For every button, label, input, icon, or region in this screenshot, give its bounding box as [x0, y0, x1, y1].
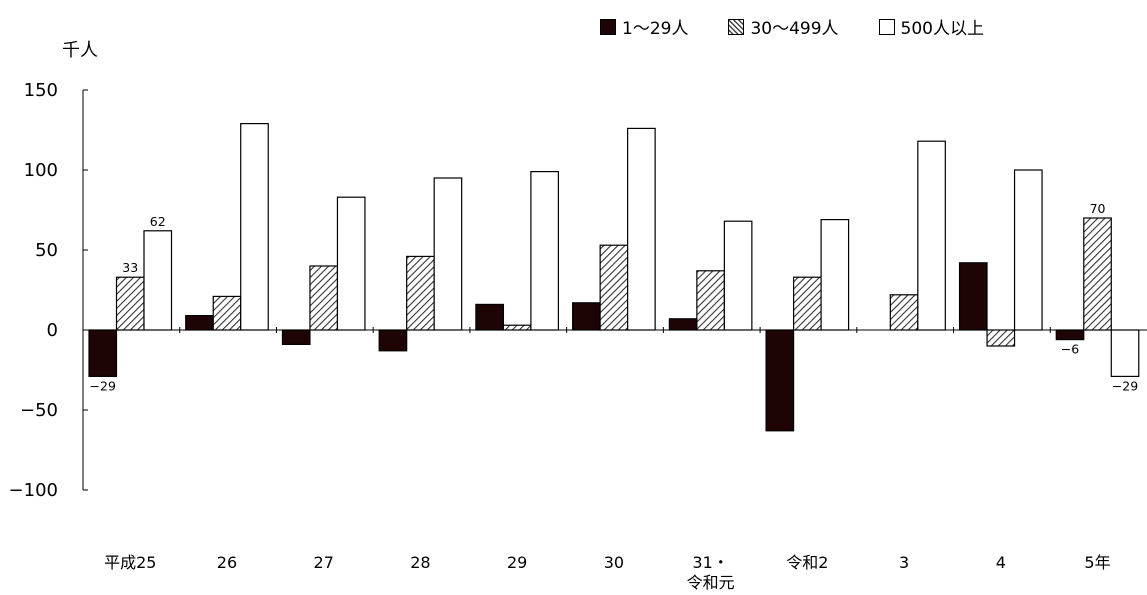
bar-s1-c9: [986, 329, 1016, 347]
legend-swatch-hatch: [728, 18, 745, 35]
bar-s1-c1: [212, 295, 242, 331]
x-tick-label-4: 29: [507, 553, 527, 572]
bar-s2-c9: [1013, 169, 1043, 331]
labels: 平成25 26 27 28 29 30 31・令和元 令和2 3 4 5年 −29 −6 33 70 62 −2…: [90, 201, 1139, 592]
bar-s1-c2: [309, 265, 339, 331]
y-tick-label-1: 100: [24, 160, 58, 181]
legend-item-medium: 30～499人: [728, 14, 839, 39]
data-label-s1-c0: 33: [122, 260, 138, 275]
legend-label-small: 1～29人: [622, 19, 689, 39]
bar-s2-c1: [240, 122, 269, 331]
x-tick-label-10: 5年: [1084, 553, 1110, 572]
bar-s2-c6: [723, 220, 753, 331]
bar-s0-c6: [668, 318, 698, 331]
x-tick-label-1: 26: [217, 553, 237, 572]
bar-s2-c0: [143, 230, 173, 331]
data-label-s2-c10: −29: [1112, 378, 1138, 393]
legend-swatch-solid: [600, 18, 616, 35]
bar-s1-c0: [115, 276, 145, 331]
bar-s2-c3: [433, 177, 463, 331]
x-tick-label-5: 30: [604, 553, 624, 572]
x-tick-label-3: 28: [410, 553, 430, 572]
bar-s2-c10: [1110, 329, 1140, 378]
legend: 1～29人 30～499人 500人以上: [600, 14, 984, 39]
y-tick-label-5: −100: [9, 480, 58, 501]
data-label-s1-c10: 70: [1090, 201, 1106, 216]
bar-s2-c7: [820, 219, 850, 331]
bar-s1-c8: [889, 294, 919, 331]
x-tick-label-9: 4: [996, 553, 1006, 572]
x-tick-label-0: 平成25: [104, 553, 156, 572]
x-tick-label-6: 31・: [692, 553, 728, 572]
legend-label-large: 500人以上: [900, 19, 984, 39]
bar-s1-c5: [599, 244, 629, 331]
bar-s0-c1: [185, 315, 214, 331]
bars: [88, 122, 1140, 432]
legend-item-small: 1～29人: [600, 14, 688, 39]
x-tick-label-2: 27: [314, 553, 334, 572]
y-axis-unit-label: 千人: [62, 40, 98, 61]
x-tick-label-8: 3: [899, 553, 909, 572]
bar-s0-c10: [1055, 329, 1085, 341]
data-label-s0-c0: −29: [90, 378, 116, 393]
y-tick-label-4: −50: [20, 400, 58, 421]
bar-s0-c9: [958, 262, 988, 331]
bar-s2-c4: [530, 171, 560, 331]
bar-s2-c8: [917, 140, 946, 331]
bar-s0-c3: [378, 329, 408, 352]
bar-s2-c5: [627, 127, 656, 331]
bar-s0-c2: [281, 329, 311, 345]
y-tick-label-3: 0: [47, 320, 58, 341]
bar-s0-c4: [475, 303, 505, 331]
bar-s1-c3: [406, 255, 435, 331]
y-tick-label-2: 50: [35, 240, 58, 261]
y-tick-label-0: 150: [24, 80, 58, 101]
bar-s1-c6: [696, 270, 725, 331]
data-label-s0-c10: −6: [1061, 342, 1079, 357]
bar-s1-c7: [792, 276, 822, 331]
bar-s1-c10: [1083, 217, 1112, 331]
bar-s1-c4: [502, 324, 532, 331]
x-tick-label-6-1: 令和元: [687, 573, 735, 592]
bar-s0-c0: [88, 329, 118, 378]
legend-item-large: 500人以上: [878, 14, 984, 39]
legend-label-medium: 30～499人: [750, 19, 839, 39]
bar-s0-c5: [572, 302, 601, 331]
bar-s2-c2: [336, 196, 366, 331]
data-label-s2-c0: 62: [150, 214, 166, 229]
bar-s0-c7: [765, 329, 795, 432]
x-tick-label-7: 令和2: [786, 553, 828, 572]
legend-swatch-white: [878, 18, 895, 35]
